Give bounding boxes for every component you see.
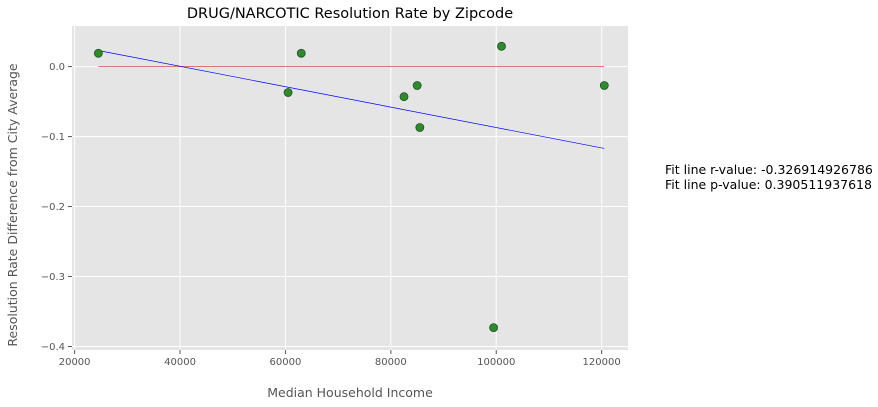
data-point — [412, 81, 422, 90]
x-tick-label: 20000 — [59, 357, 91, 368]
x-tick-label: 60000 — [270, 357, 302, 368]
y-tick-label: 0.0 — [49, 62, 65, 73]
chart-title: DRUG/NARCOTIC Resolution Rate by Zipcode — [187, 6, 513, 22]
p-value-text: Fit line p-value: 0.390511937618 — [665, 177, 872, 192]
y-tick-label: −0.3 — [41, 272, 65, 283]
y-axis-label: Resolution Rate Difference from City Ave… — [5, 63, 20, 347]
y-tick-label: −0.2 — [41, 202, 65, 213]
x-tick-label: 80000 — [375, 357, 407, 368]
r-value-text: Fit line r-value: -0.326914926786 — [665, 162, 873, 177]
x-axis: 20000 40000 60000 80000 100000 120000 — [59, 350, 621, 368]
data-point — [415, 123, 425, 132]
y-tick-label: −0.4 — [41, 342, 65, 353]
data-point — [399, 92, 409, 102]
x-tick-label: 120000 — [583, 357, 621, 368]
x-axis-label: Median Household Income — [267, 385, 433, 400]
y-tick-label: −0.1 — [41, 132, 65, 143]
data-point — [296, 48, 306, 58]
lines-layer — [98, 50, 605, 149]
data-point — [489, 323, 499, 333]
x-tick-label: 100000 — [477, 357, 515, 368]
y-axis: 0.0 −0.1 −0.2 −0.3 −0.4 — [41, 62, 72, 353]
fit-line — [98, 50, 605, 149]
points-layer — [93, 41, 609, 333]
x-tick-label: 40000 — [164, 357, 196, 368]
plot-area — [72, 26, 628, 350]
data-point — [283, 88, 293, 97]
data-point — [599, 81, 609, 90]
data-point — [497, 41, 506, 51]
data-point — [93, 48, 103, 58]
fit-stats-annotation: Fit line r-value: -0.326914926786 Fit li… — [665, 162, 873, 192]
